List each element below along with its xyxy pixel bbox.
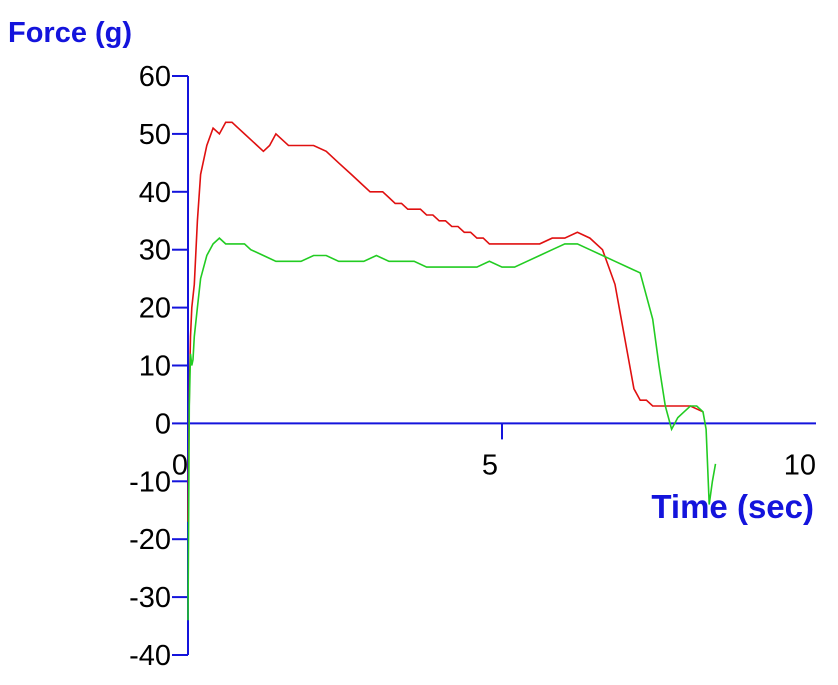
y-tick-label: -30 (129, 582, 171, 614)
x-tick-label: 5 (482, 449, 498, 481)
plot-area (187, 121, 717, 621)
y-tick-label: -10 (129, 466, 171, 498)
x-tick-label: 10 (784, 449, 816, 481)
y-tick-label: 0 (155, 408, 171, 440)
y-tick-label: -40 (129, 640, 171, 672)
y-tick-label: 40 (139, 177, 171, 209)
y-tick-label: 10 (139, 351, 171, 383)
series-line-2 (187, 237, 717, 621)
y-tick-label: 50 (139, 119, 171, 151)
x-axis-title: Time (sec) (651, 488, 814, 525)
x-tick-label: 0 (172, 449, 188, 481)
y-axis-title: Force (g) (8, 17, 132, 49)
y-tick-label: 60 (139, 61, 171, 93)
y-tick-label: -20 (129, 524, 171, 556)
y-tick-label: 30 (139, 235, 171, 267)
series-line-1 (187, 121, 704, 522)
y-tick-label: 20 (139, 293, 171, 325)
x-axis: 0 5 10 (172, 422, 816, 481)
